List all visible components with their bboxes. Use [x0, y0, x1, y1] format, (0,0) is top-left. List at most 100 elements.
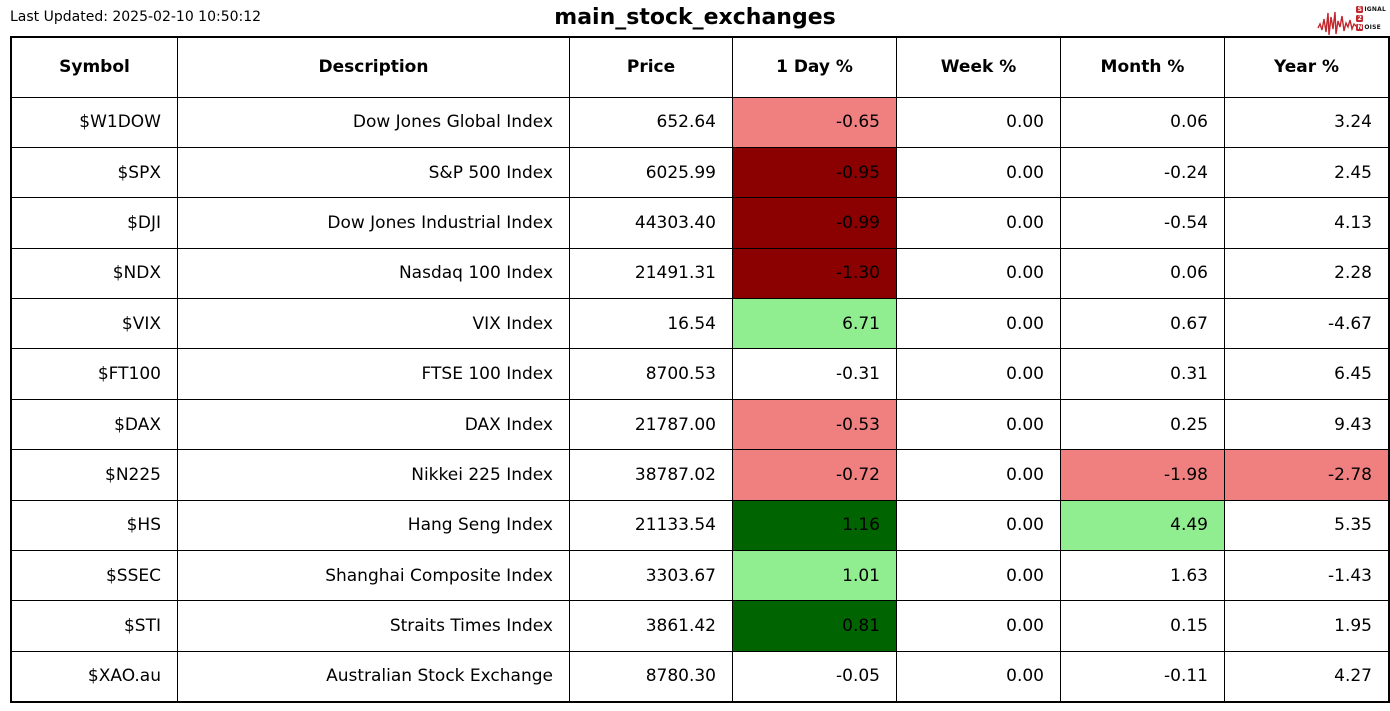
cell-price: 21787.00: [569, 398, 733, 451]
cell-week: 0.00: [896, 650, 1061, 703]
cell-week: 0.00: [896, 398, 1061, 451]
cell-year: 3.24: [1224, 96, 1390, 148]
cell-symbol: $DJI: [10, 197, 178, 249]
cell-year: 6.45: [1224, 348, 1390, 400]
stock-exchanges-table: Symbol Description Price 1 Day % Week % Month…: [10, 36, 1390, 703]
cell-price: 8700.53: [569, 348, 733, 400]
cell-week: 0.00: [896, 348, 1061, 400]
cell-week: 0.00: [896, 197, 1061, 249]
cell-day: -0.05: [732, 650, 897, 703]
table-row-ft100: $FT100 FTSE 100 Index 8700.53 -0.31 0.00 0.31…: [10, 348, 1390, 400]
cell-symbol: $SPX: [10, 146, 178, 199]
cell-price: 652.64: [569, 96, 733, 148]
cell-month: 0.06: [1060, 247, 1225, 300]
logo-line-noise: N OISE: [1356, 24, 1386, 31]
cell-symbol: $N225: [10, 449, 178, 501]
cell-month: 0.15: [1060, 600, 1225, 652]
cell-price: 8780.30: [569, 650, 733, 703]
cell-description: Straits Times Index: [177, 600, 570, 652]
table-row-w1dow: $W1DOW Dow Jones Global Index 652.64 -0.65 0…: [10, 96, 1390, 148]
cell-month: 1.63: [1060, 550, 1225, 602]
cell-week: 0.00: [896, 146, 1061, 199]
cell-description: Hang Seng Index: [177, 499, 570, 552]
logo-word-oise: OISE: [1364, 24, 1381, 31]
cell-year: -4.67: [1224, 298, 1390, 350]
cell-price: 3303.67: [569, 550, 733, 602]
table-row-sti: $STI Straits Times Index 3861.42 0.81 0.00 0.…: [10, 600, 1390, 652]
cell-description: Dow Jones Global Index: [177, 96, 570, 148]
cell-description: Australian Stock Exchange: [177, 650, 570, 703]
cell-description: Dow Jones Industrial Index: [177, 197, 570, 249]
table-row-dji: $DJI Dow Jones Industrial Index 44303.40 -0…: [10, 197, 1390, 249]
table-header-row: Symbol Description Price 1 Day % Week % Month…: [10, 36, 1390, 98]
logo-letter-s-box: S: [1356, 6, 1364, 13]
cell-symbol: $DAX: [10, 398, 178, 451]
column-header-month: Month %: [1060, 36, 1225, 98]
cell-description: S&P 500 Index: [177, 146, 570, 199]
table-row-ssec: $SSEC Shanghai Composite Index 3303.67 1.01…: [10, 550, 1390, 602]
table-row-ndx: $NDX Nasdaq 100 Index 21491.31 -1.30 0.00 0.0…: [10, 247, 1390, 300]
cell-symbol: $VIX: [10, 298, 178, 350]
logo-letter-2-box: 2: [1356, 15, 1364, 22]
table-row-xao.au: $XAO.au Australian Stock Exchange 8780.30-…: [10, 650, 1390, 703]
cell-day: 0.81: [732, 600, 897, 652]
cell-price: 6025.99: [569, 146, 733, 199]
page-title: main_stock_exchanges: [554, 5, 836, 30]
cell-description: VIX Index: [177, 298, 570, 350]
cell-year: -1.43: [1224, 550, 1390, 602]
cell-week: 0.00: [896, 600, 1061, 652]
cell-year: 4.13: [1224, 197, 1390, 249]
cell-day: -0.53: [732, 398, 897, 451]
column-header-day: 1 Day %: [732, 36, 897, 98]
column-header-description: Description: [177, 36, 570, 98]
cell-symbol: $XAO.au: [10, 650, 178, 703]
topbar: Last Updated: 2025-02-10 10:50:12 main_s…: [0, 0, 1390, 36]
cell-symbol: $STI: [10, 600, 178, 652]
signal-2-noise-logo: S IGNAL 2 N OISE: [1317, 2, 1386, 36]
logo-line-2: 2: [1356, 15, 1386, 22]
cell-symbol: $SSEC: [10, 550, 178, 602]
cell-price: 3861.42: [569, 600, 733, 652]
cell-year: 1.95: [1224, 600, 1390, 652]
cell-year: 5.35: [1224, 499, 1390, 552]
cell-year: -2.78: [1224, 449, 1390, 501]
cell-month: 4.49: [1060, 499, 1225, 552]
last-updated-text: Last Updated: 2025-02-10 10:50:12: [10, 9, 262, 25]
cell-day: -0.95: [732, 146, 897, 199]
cell-price: 21133.54: [569, 499, 733, 552]
table-row-n225: $N225 Nikkei 225 Index 38787.02 -0.72 0.00 -1…: [10, 449, 1390, 501]
cell-month: -0.54: [1060, 197, 1225, 249]
logo-word-ignal: IGNAL: [1364, 6, 1386, 13]
cell-symbol: $HS: [10, 499, 178, 552]
cell-week: 0.00: [896, 96, 1061, 148]
cell-year: 4.27: [1224, 650, 1390, 703]
cell-month: 0.25: [1060, 398, 1225, 451]
cell-week: 0.00: [896, 499, 1061, 552]
table-row-spx: $SPX S&P 500 Index 6025.99 -0.95 0.00 -0.24 2.…: [10, 146, 1390, 199]
cell-month: -0.24: [1060, 146, 1225, 199]
table-head: Symbol Description Price 1 Day % Week % Month…: [10, 36, 1390, 98]
cell-week: 0.00: [896, 449, 1061, 501]
table-row-dax: $DAX DAX Index 21787.00 -0.53 0.00 0.25 9.43: [10, 398, 1390, 451]
cell-day: -1.30: [732, 247, 897, 300]
logo-line-signal: S IGNAL: [1356, 6, 1386, 13]
cell-month: 0.31: [1060, 348, 1225, 400]
cell-month: 0.06: [1060, 96, 1225, 148]
cell-price: 16.54: [569, 298, 733, 350]
cell-description: DAX Index: [177, 398, 570, 451]
table-row-vix: $VIX VIX Index 16.54 6.71 0.00 0.67 -4.67: [10, 298, 1390, 350]
column-header-symbol: Symbol: [10, 36, 178, 98]
logo-letter-n-box: N: [1356, 24, 1364, 31]
cell-description: FTSE 100 Index: [177, 348, 570, 400]
waveform-icon: [1317, 11, 1361, 36]
cell-description: Nikkei 225 Index: [177, 449, 570, 501]
cell-month: -1.98: [1060, 449, 1225, 501]
cell-month: -0.11: [1060, 650, 1225, 703]
cell-symbol: $NDX: [10, 247, 178, 300]
cell-price: 38787.02: [569, 449, 733, 501]
cell-day: -0.72: [732, 449, 897, 501]
cell-description: Nasdaq 100 Index: [177, 247, 570, 300]
column-header-year: Year %: [1224, 36, 1390, 98]
cell-price: 21491.31: [569, 247, 733, 300]
cell-year: 2.45: [1224, 146, 1390, 199]
